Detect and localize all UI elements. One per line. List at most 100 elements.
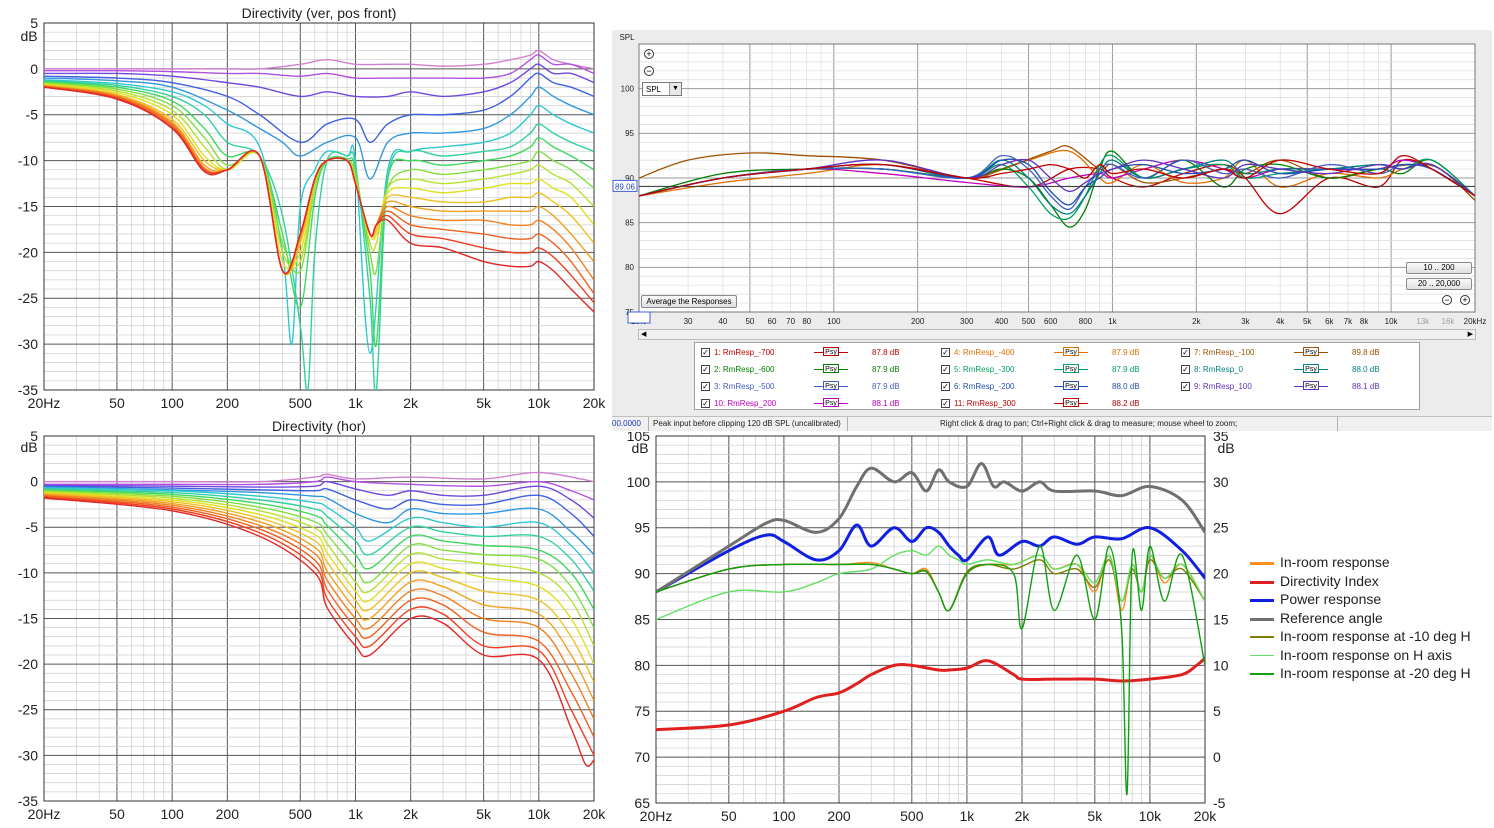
psy-button[interactable]: Psy [1294,363,1328,375]
y-tick-label: -30 [18,336,38,352]
psy-button[interactable]: Psy [1054,380,1088,392]
x-tick-label: 50 [109,395,125,411]
legend-checkbox[interactable]: ✓ [1181,381,1190,391]
legend-checkbox[interactable]: ✓ [941,381,950,391]
zoom-out-icon[interactable]: − [644,66,654,76]
range-10-200-button[interactable]: 10 .. 200 [1406,262,1472,274]
series-line-3 [44,480,594,519]
legend-checkbox[interactable]: ✓ [1181,364,1190,374]
series-line-16 [44,496,594,756]
psy-button[interactable]: Psy [814,380,848,392]
scroll-left-icon[interactable]: ◀ [641,331,647,338]
psy-label: Psy [1303,380,1319,390]
psy-button[interactable]: Psy [1054,346,1088,358]
legend-checkbox[interactable]: ✓ [1181,347,1190,357]
x-zoom-out-icon[interactable]: − [1442,295,1452,305]
legend-checkbox[interactable]: ✓ [941,347,950,357]
legend-item[interactable]: ✓ 2: RmResp_-600 Psy 87.9 dB [701,361,912,377]
psy-label: Psy [1063,397,1079,407]
series-line-11 [44,491,594,665]
legend-checkbox[interactable]: ✓ [701,347,710,357]
legend-db: 88.1 dB [872,398,900,408]
x-tick-label: 300 [960,317,974,326]
y-tick-label: -25 [18,290,38,306]
legend-checkbox[interactable]: ✓ [701,398,710,408]
horizontal-scrollbar[interactable]: ◀ ▶ [638,329,1476,340]
legend-label: In-room response at -20 deg H [1280,665,1471,681]
x-zoom-in-icon[interactable]: + [1460,295,1470,305]
y2-tick-label: 35 [1213,432,1229,444]
series-line-14 [44,494,594,720]
psy-button[interactable]: Psy [814,363,848,375]
legend-item[interactable]: ✓ 4: RmResp_-400 Psy 87.9 dB [941,344,1152,360]
x-start-box [627,311,651,324]
x-tick-label: 100 [827,317,841,326]
psy-button[interactable]: Psy [814,346,848,358]
x-tick-label: 800 [1079,317,1093,326]
series-line-7 [44,488,594,592]
range-20-20000-button[interactable]: 20 .. 20,000 [1406,278,1472,290]
y-tick-label: -15 [18,610,38,626]
legend-checkbox[interactable]: ✓ [941,364,950,374]
x-tick-label: 2k [1192,317,1201,326]
legend-swatch [1250,636,1274,638]
x-tick-label: 200 [827,808,851,824]
legend-item[interactable]: ✓ 1: RmResp_-700 Psy 87.8 dB [701,344,912,360]
y-tick-label: 80 [634,657,650,673]
y2-tick-label: 0 [1213,749,1221,765]
legend-label: In-room response [1280,554,1390,570]
y-tick-label: 70 [634,749,650,765]
x-tick-label: 50 [745,317,754,326]
legend-item[interactable]: ✓ 3: RmResp_-500 Psy 87.9 dB [701,378,912,394]
series-line-8 [44,489,594,610]
psy-button[interactable]: Psy [1294,346,1328,358]
x-tick-label: 500 [289,395,313,411]
legend-label: Power response [1280,591,1382,607]
psy-button[interactable]: Psy [814,397,848,409]
x-tick-label: 5k [476,806,492,822]
legend-checkbox[interactable]: ✓ [941,398,950,408]
legend-db: 87.9 dB [872,381,900,391]
legend-checkbox[interactable]: ✓ [701,381,710,391]
legend-item[interactable]: ✓ 5: RmResp_-300 Psy 87.9 dB [941,361,1152,377]
psy-label: Psy [823,346,839,356]
y-tick-label: 100 [627,474,651,490]
measurement-legend: ✓ 1: RmResp_-700 Psy 87.8 dB ✓ 2: RmResp_-600… [694,342,1420,410]
x-tick-label: 5k [1303,317,1312,326]
x-tick-label: 6k [1325,317,1334,326]
series-group [656,462,1205,795]
legend-db: 88.2 dB [1112,398,1140,408]
x-tick-label: 200 [911,317,925,326]
legend-item[interactable]: ✓ 10: RmResp_200 Psy 88.1 dB [701,395,912,411]
series-line-4 [44,72,594,143]
legend-item[interactable]: ✓ 6: RmResp_-200 Psy 88.0 dB [941,378,1152,394]
psy-button[interactable]: Psy [1054,363,1088,375]
y2-tick-label: 20 [1213,566,1229,582]
plot-frame [43,435,595,802]
scroll-right-icon[interactable]: ▶ [1467,331,1473,338]
x-tick-label: 2k [1015,808,1031,824]
interaction-hint: Right click & drag to pan; Ctrl+Right cl… [940,419,1238,428]
legend-item[interactable]: ✓ 8: RmResp_0 Psy 88.0 dB [1181,361,1392,377]
x-tick-label: 5k [476,395,492,411]
spl-overlay-chart[interactable]: 20.03040506070801002003004005006008001k2… [612,30,1492,342]
graph-type-select[interactable]: SPL ▼ [642,82,682,96]
psy-label: Psy [823,363,839,373]
x-tick-label: 200 [216,806,240,822]
psy-button[interactable]: Psy [1054,397,1088,409]
psy-button[interactable]: Psy [1294,380,1328,392]
series-line-9 [44,490,594,628]
x-tick-label: 1k [960,808,976,824]
legend-item[interactable]: ✓ 11: RmResp_300 Psy 88.2 dB [941,395,1152,411]
y2-tick-label: 30 [1213,474,1229,490]
legend-label: In-room response on H axis [1280,646,1452,663]
legend-name: 2: RmResp_-600 [714,364,775,374]
average-responses-button[interactable]: Average the Responses [641,295,737,308]
series-line-4 [44,485,594,537]
x-tick-label: 500 [1022,317,1036,326]
legend-checkbox[interactable]: ✓ [701,364,710,374]
zoom-in-icon[interactable]: + [644,49,654,59]
reference-level-label: 89.06 [615,182,636,191]
legend-item[interactable]: ✓ 9: RmResp_100 Psy 88.1 dB [1181,378,1392,394]
legend-item[interactable]: ✓ 7: RmResp_-100 Psy 89.8 dB [1181,344,1392,360]
